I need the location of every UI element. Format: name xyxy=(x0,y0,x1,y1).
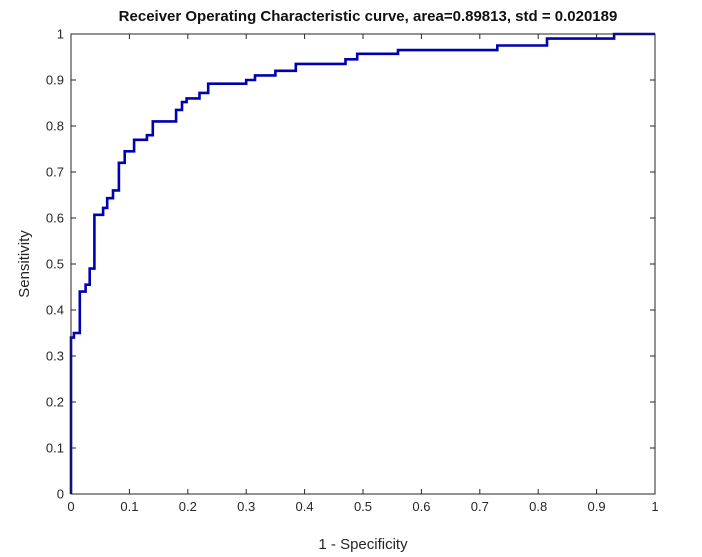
x-axis-label: 1 - Specificity xyxy=(318,536,408,553)
y-tick-label: 0.3 xyxy=(46,349,64,364)
x-tick-label: 0.1 xyxy=(120,499,138,514)
x-tick-label: 0.3 xyxy=(237,499,255,514)
y-tick-label: 0 xyxy=(57,487,64,502)
x-tick-label: 0.8 xyxy=(529,499,547,514)
chart-title: Receiver Operating Characteristic curve,… xyxy=(119,8,618,25)
y-tick-label: 0.8 xyxy=(46,119,64,134)
y-tick-label: 1 xyxy=(57,27,64,42)
x-tick-label: 0.9 xyxy=(588,499,606,514)
plot-frame xyxy=(70,33,656,495)
y-tick-label: 0.9 xyxy=(46,73,64,88)
x-tick-label: 0.2 xyxy=(179,499,197,514)
x-tick-label: 0.4 xyxy=(296,499,314,514)
y-axis-label: Sensitivity xyxy=(16,230,33,298)
y-tick-label: 0.6 xyxy=(46,211,64,226)
y-tick-label: 0.2 xyxy=(46,395,64,410)
x-tick-labels: 0 0.1 0.2 0.3 0.4 0.5 0.6 0.7 0.8 0.9 1 xyxy=(67,499,658,514)
x-tick-label: 0.6 xyxy=(412,499,430,514)
y-tick-label: 0.4 xyxy=(46,303,64,318)
roc-curve-line xyxy=(69,32,655,494)
plot-area xyxy=(71,34,655,494)
y-tick-label: 0.1 xyxy=(46,441,64,456)
x-tick-label: 0.7 xyxy=(471,499,489,514)
y-tick-label: 0.5 xyxy=(46,257,64,272)
y-tick-labels: 0 0.1 0.2 0.3 0.4 0.5 0.6 0.7 0.8 0.9 1 xyxy=(46,27,64,502)
y-tick-label: 0.7 xyxy=(46,165,64,180)
x-tick-label: 1 xyxy=(651,499,658,514)
x-tick-label: 0 xyxy=(67,499,74,514)
series-group xyxy=(69,32,655,494)
x-tick-label: 0.5 xyxy=(354,499,372,514)
